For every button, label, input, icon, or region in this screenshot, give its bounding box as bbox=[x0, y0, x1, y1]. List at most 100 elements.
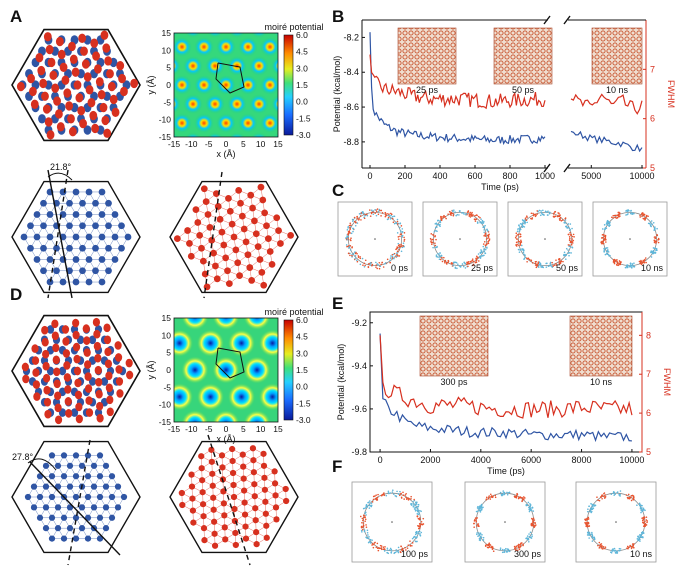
red-lattice-a-particle bbox=[173, 235, 181, 242]
ring-point bbox=[532, 517, 535, 520]
ring-point bbox=[453, 209, 455, 211]
ring-point bbox=[351, 246, 353, 249]
red-lattice-a-particle bbox=[287, 232, 295, 239]
ring-point bbox=[441, 216, 443, 218]
y2-tick-label: 7 bbox=[646, 369, 651, 379]
ring-point bbox=[565, 247, 568, 250]
ring-point bbox=[612, 214, 614, 217]
ring-point bbox=[602, 546, 605, 548]
ring-point bbox=[585, 525, 587, 527]
ring-point bbox=[401, 547, 404, 550]
ring-point bbox=[591, 534, 594, 537]
ring-point bbox=[368, 507, 371, 509]
blue-lattice-a-particle bbox=[72, 188, 80, 196]
ring-point bbox=[368, 504, 371, 506]
y-tick-label: -15 bbox=[159, 417, 172, 427]
red-lattice-a-particle bbox=[200, 185, 208, 193]
ring-point bbox=[374, 541, 376, 544]
ring-point bbox=[378, 261, 381, 264]
y2-tick-label: 8 bbox=[646, 330, 651, 340]
ring-point bbox=[387, 490, 390, 493]
ring-point bbox=[400, 225, 403, 227]
ring-point bbox=[644, 258, 646, 261]
ring-point bbox=[528, 258, 531, 261]
ring-point bbox=[564, 254, 567, 256]
red-lattice-a-particle bbox=[257, 183, 265, 191]
ring-point bbox=[569, 232, 571, 234]
ring-point bbox=[477, 215, 480, 218]
axis-line-dashed bbox=[47, 169, 69, 299]
red-particle bbox=[105, 371, 113, 381]
x-tick-label: -10 bbox=[185, 139, 198, 149]
red-particle bbox=[65, 409, 73, 418]
ring-point bbox=[434, 242, 436, 244]
ring-point bbox=[521, 496, 523, 499]
ring-point bbox=[429, 237, 432, 240]
map-title: moiré potential bbox=[264, 307, 323, 317]
potential-spot bbox=[238, 36, 258, 57]
ring-point bbox=[364, 264, 366, 267]
ring-point bbox=[473, 520, 476, 522]
ring-point bbox=[352, 218, 355, 221]
ring-point bbox=[471, 215, 473, 217]
ring-point bbox=[601, 545, 603, 548]
ring-point bbox=[484, 233, 486, 236]
ring-point bbox=[474, 517, 477, 519]
ring-point bbox=[571, 227, 573, 230]
colorbar-tick: 1.5 bbox=[296, 365, 308, 375]
ring-point bbox=[652, 252, 654, 255]
ring-point bbox=[524, 497, 526, 499]
ring-point bbox=[526, 535, 529, 537]
ring-point bbox=[372, 546, 375, 549]
potential-spot bbox=[194, 36, 214, 57]
red-particle bbox=[59, 62, 68, 72]
red-lattice-a-particle bbox=[244, 251, 252, 259]
red-particle bbox=[71, 67, 80, 77]
ring-point bbox=[641, 262, 644, 264]
colorbar-tick: 4.5 bbox=[296, 332, 308, 342]
red-particle bbox=[73, 366, 82, 376]
red-particle bbox=[69, 54, 78, 64]
blue-lattice-a-particle bbox=[40, 222, 47, 230]
ring-point bbox=[614, 216, 617, 219]
ring-point bbox=[612, 492, 615, 494]
ring-point bbox=[584, 521, 586, 524]
blue-lattice-d-particle bbox=[60, 514, 68, 521]
ring-point bbox=[526, 258, 528, 260]
blue-lattice-d-particle bbox=[48, 473, 56, 480]
red-lattice-a-particle bbox=[256, 256, 264, 263]
ring-point bbox=[488, 542, 491, 544]
ring-point bbox=[386, 551, 389, 554]
red-particle bbox=[94, 353, 102, 363]
red-particle bbox=[103, 335, 112, 345]
ring-point bbox=[521, 219, 524, 221]
inset-label: 300 ps bbox=[440, 377, 468, 387]
ring-point bbox=[363, 262, 366, 265]
ring-point bbox=[566, 226, 568, 228]
ring-point bbox=[531, 535, 533, 538]
colorbar-tick: -3.0 bbox=[296, 415, 311, 425]
y-tick-label: 0 bbox=[166, 365, 171, 375]
ring-point bbox=[476, 523, 479, 525]
red-lattice-a-particle bbox=[249, 204, 256, 212]
red-lattice-d-particle bbox=[188, 483, 196, 490]
red-lattice-d-particle bbox=[251, 481, 258, 488]
hexagon-bilayer-d bbox=[11, 314, 141, 428]
red-particle bbox=[73, 354, 81, 364]
ring-point bbox=[380, 209, 383, 212]
blue-lattice-a-particle bbox=[33, 256, 41, 263]
ring-point bbox=[360, 219, 362, 221]
panel-label-e: E bbox=[332, 294, 343, 313]
ring-point bbox=[376, 547, 379, 549]
ring-point bbox=[629, 264, 632, 267]
ring-point bbox=[517, 240, 520, 242]
blue-lattice-a-particle bbox=[92, 244, 99, 252]
ring-point bbox=[619, 495, 621, 497]
ring-point bbox=[531, 217, 534, 219]
ring-point bbox=[443, 256, 445, 259]
red-lattice-d-particle bbox=[253, 541, 260, 548]
red-lattice-d-particle bbox=[261, 474, 268, 481]
ring-point bbox=[503, 551, 506, 553]
ring-point bbox=[481, 219, 484, 222]
ring-point bbox=[491, 548, 494, 551]
